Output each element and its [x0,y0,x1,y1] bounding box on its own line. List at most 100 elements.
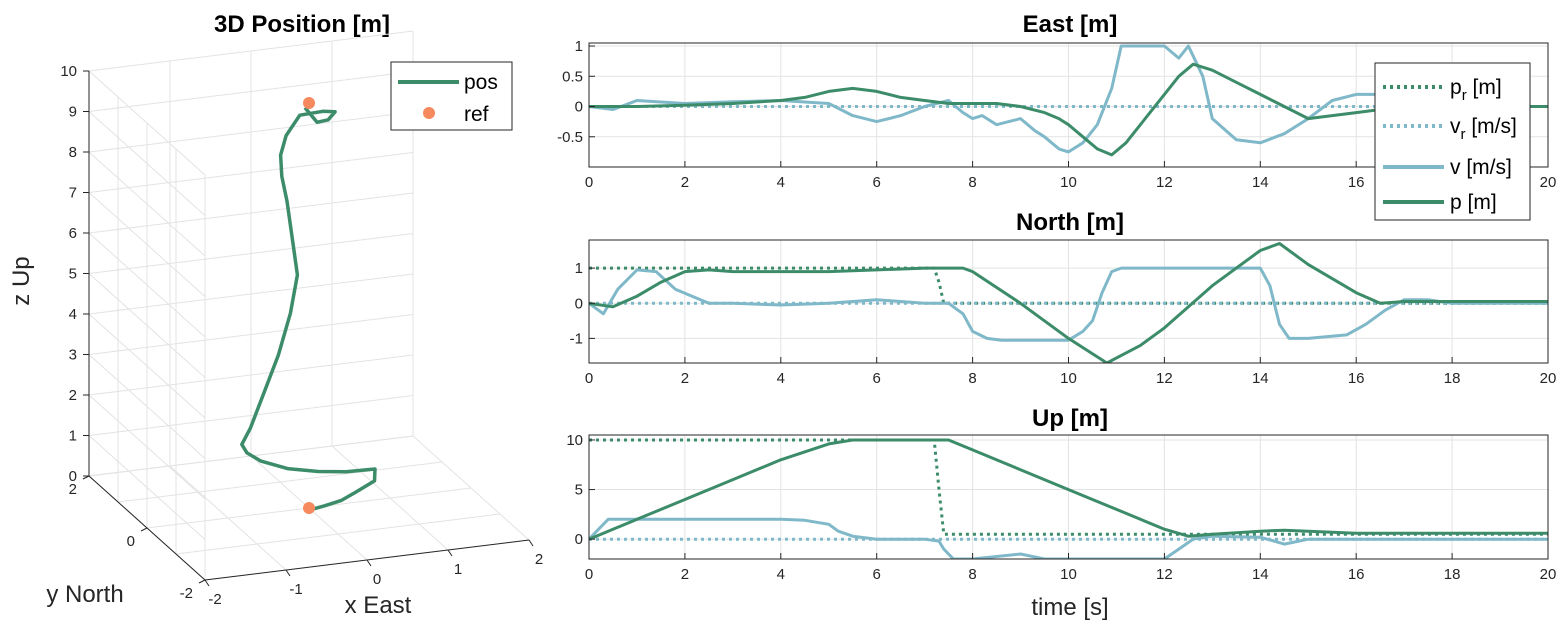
x-tick-mark [447,549,453,557]
north-series-prm [589,266,1548,305]
plot-up: Up [m] 0 2 4 6 8 10 12 14 16 18 20 10 5 0 time [s] [566,405,1556,621]
north-ytick-label: 1 [575,260,583,277]
up-ytick-label: 0 [575,531,583,548]
pos-trajectory-line [240,106,377,512]
legend-p-label: p [m] [1450,191,1497,214]
east-xtick-label: 20 [1540,174,1557,191]
left-grid-z [88,70,206,176]
up-xtick-label: 4 [777,566,785,583]
plot-3d-series [240,97,377,514]
x-tick-mark [528,539,534,547]
x-tick-label: -2 [208,591,221,608]
north-xtick-label: 16 [1348,370,1365,387]
z-tick-label: 3 [69,347,77,364]
y-tick-label: 2 [69,481,77,498]
plot-up-axes: 0 2 4 6 8 10 12 14 16 18 20 10 5 0 [566,432,1556,583]
north-series-vms [589,266,1548,342]
legend-v-label: v [m/s] [1450,156,1512,179]
ref-marker-0 [303,97,315,109]
plot-3d-position: 3D Position [m] -2-1012-202012345678910 … [8,11,543,619]
plot-up-xlabel: time [s] [1031,594,1108,621]
back-grid-z [88,152,414,193]
left-grid-z [88,111,206,216]
east-xtick-label: 14 [1252,174,1269,191]
plot-2d-legend: pr [m] vr [m/s] v [m/s] p [m] [1374,62,1531,221]
north-xtick-label: 8 [968,370,976,387]
up-xtick-label: 0 [585,566,593,583]
left-grid-z [88,354,206,459]
z-tick-label: 7 [69,185,77,202]
east-xtick-label: 8 [968,174,976,191]
legend-pr-main: p [1450,76,1462,99]
x-tick-label: 0 [373,571,381,588]
back-grid-z [88,354,414,396]
plot-3d-legend-box [390,61,513,131]
plot-3d-grid [88,30,530,581]
y-tick-label: -2 [180,585,193,602]
left-grid-z [88,232,206,338]
plot-east-title: East [m] [1023,11,1118,38]
z-tick-label: 0 [69,468,77,485]
up-ytick-label: 5 [575,482,583,499]
back-grid-z [88,273,414,315]
north-xtick-label: 6 [873,370,881,387]
y-tick-mark [198,579,206,584]
east-xtick-label: 6 [873,174,881,191]
legend-ref-label: ref [464,103,489,126]
back-grid-z [88,30,414,72]
east-ytick-label: 1 [575,38,583,55]
left-grid-z [88,313,206,419]
y-tick-label: 0 [127,533,135,550]
x-tick-label: 1 [454,561,462,578]
plot-north-title: North [m] [1016,209,1124,236]
plot-3d-title: 3D Position [m] [214,11,390,38]
plot-3d-ylabel: y North [46,581,123,608]
ref-marker-1 [303,502,315,514]
up-xtick-label: 12 [1156,566,1173,583]
legend-pr-sub: r [1462,87,1467,104]
plot-3d-xlabel: x East [345,592,412,619]
plot-up-title: Up [m] [1032,405,1108,432]
up-xtick-label: 18 [1444,566,1461,583]
z-tick-label: 2 [69,387,77,404]
up-xtick-label: 10 [1060,566,1077,583]
z-tick-label: 5 [69,266,77,283]
left-grid-z [88,435,206,540]
east-xtick-label: 2 [681,174,689,191]
left-grid-z [88,394,206,500]
east-ytick-label: 0.5 [562,68,583,85]
plot-3d-zlabel: z Up [8,256,35,305]
z-tick-label: 6 [69,225,77,242]
back-grid-z [88,192,414,234]
y-tick-mark [140,527,148,532]
legend-pr-unit: [m] [1467,76,1502,99]
up-series-pm [589,438,1548,541]
back-grid-z [88,111,414,153]
up-xtick-label: 20 [1540,566,1557,583]
north-xtick-label: 12 [1156,370,1173,387]
back-grid-z [88,395,414,436]
north-xtick-label: 2 [681,370,689,387]
legend-pos-label: pos [464,71,498,94]
east-xtick-label: 16 [1348,174,1365,191]
left-grid-z [88,151,206,257]
left-grid-z [88,273,206,378]
x-tick-label: 2 [535,551,543,568]
east-ytick-label: -0.5 [557,129,583,146]
north-xtick-label: 4 [777,370,785,387]
z-tick-label: 1 [69,428,77,445]
east-ytick-label: 0 [575,99,583,116]
x-tick-label: -1 [289,581,302,598]
legend-vr-sub: r [1461,126,1466,143]
north-xtick-label: 14 [1252,370,1269,387]
z-tick-label: 4 [69,306,77,323]
north-ytick-label: 0 [575,295,583,312]
up-xtick-label: 2 [681,566,689,583]
north-ytick-label: -1 [570,330,583,347]
z-tick-label: 10 [60,63,77,80]
east-series-vms [589,44,1548,154]
